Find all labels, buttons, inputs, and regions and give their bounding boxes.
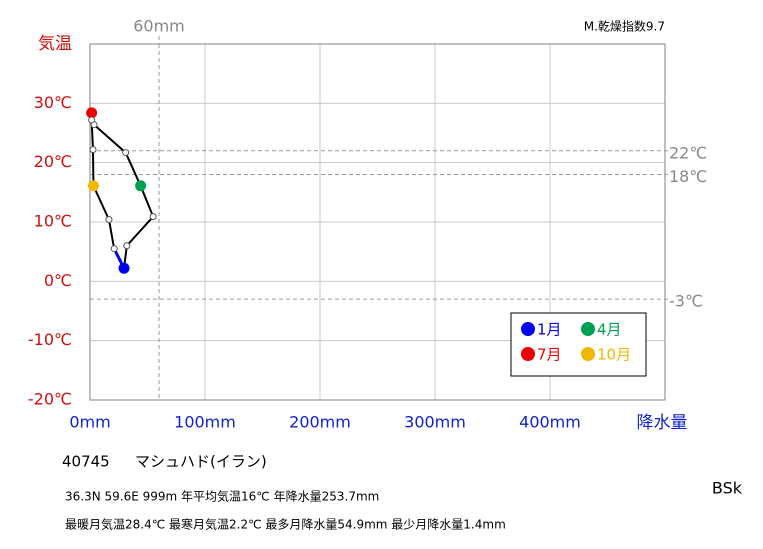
x-title: 降水量 bbox=[637, 413, 688, 433]
month-point bbox=[149, 213, 157, 221]
x-tick-label: 400mm bbox=[519, 413, 581, 432]
x-tick-label: 0mm bbox=[69, 413, 110, 432]
reference-label: -3℃ bbox=[669, 292, 703, 311]
reference-label: 60mm bbox=[133, 17, 185, 36]
month-point bbox=[88, 116, 96, 124]
reference-label: 22℃ bbox=[669, 143, 707, 162]
legend-marker bbox=[581, 322, 595, 336]
y-tick-label: 20℃ bbox=[34, 152, 72, 171]
y-tick-label: 30℃ bbox=[34, 93, 72, 112]
month-point bbox=[87, 180, 99, 192]
index-label: M.乾燥指数9.7 bbox=[584, 19, 665, 34]
x-tick-label: 100mm bbox=[174, 413, 236, 432]
legend-label: 4月 bbox=[597, 321, 622, 339]
climate-class: BSk bbox=[712, 479, 743, 498]
legend-marker bbox=[521, 322, 535, 336]
info-line: 36.3N 59.6E 999m 年平均気温16℃ 年降水量253.7mm bbox=[65, 489, 379, 504]
info-line: 最暖月気温28.4℃ 最寒月気温2.2℃ 最多月降水量54.9mm 最少月降水量… bbox=[65, 517, 506, 532]
month-point bbox=[89, 146, 97, 154]
month-point bbox=[135, 180, 147, 192]
month-point bbox=[110, 245, 118, 253]
legend-box bbox=[510, 312, 647, 377]
y-title: 気温 bbox=[38, 34, 72, 54]
legend-label: 1月 bbox=[537, 321, 562, 339]
legend-label: 10月 bbox=[597, 346, 631, 364]
month-point bbox=[86, 107, 98, 119]
legend-marker bbox=[581, 347, 595, 361]
month-point bbox=[118, 262, 130, 274]
y-tick-label: 10℃ bbox=[34, 212, 72, 231]
y-tick-label: -20℃ bbox=[28, 390, 72, 409]
legend-marker bbox=[521, 347, 535, 361]
plot-frame bbox=[89, 43, 666, 401]
month-point bbox=[123, 242, 131, 250]
x-tick-label: 200mm bbox=[289, 413, 351, 432]
reference-label: 18℃ bbox=[669, 167, 707, 186]
legend-label: 7月 bbox=[537, 346, 562, 364]
month-point bbox=[122, 149, 130, 157]
month-point bbox=[105, 216, 113, 224]
x-tick-label: 300mm bbox=[404, 413, 466, 432]
station: 40745 bbox=[62, 453, 110, 471]
y-tick-label: -10℃ bbox=[28, 330, 72, 349]
station-name: マシュハド(イラン) bbox=[135, 453, 267, 471]
y-tick-label: 0℃ bbox=[44, 271, 72, 290]
